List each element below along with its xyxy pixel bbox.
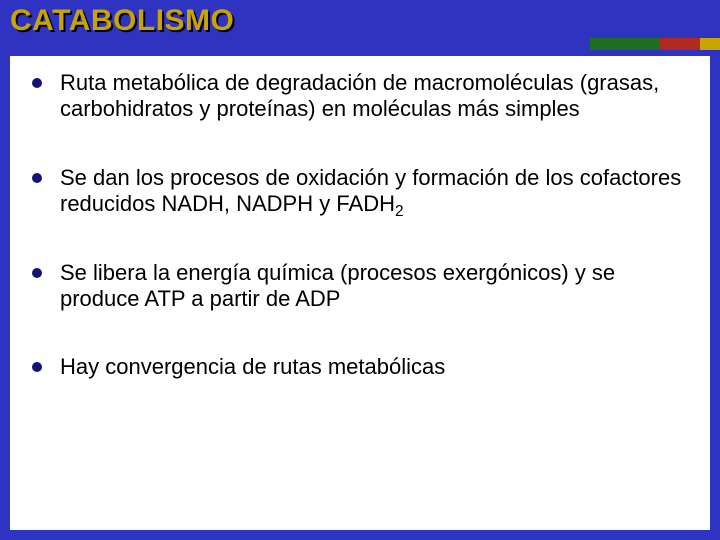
bullet-icon — [32, 78, 42, 88]
list-item: Hay convergencia de rutas metabólicas — [32, 354, 688, 380]
bullet-subscript: 2 — [395, 203, 404, 220]
slide: CATABOLISMO Ruta metabólica de degradaci… — [0, 0, 720, 540]
accent-bars — [590, 38, 720, 50]
slide-title: CATABOLISMO — [10, 4, 234, 38]
bullet-text: Se dan los procesos de oxidación y forma… — [60, 165, 688, 218]
slide-title-text: CATABOLISMO — [10, 4, 234, 37]
bullet-text: Se libera la energía química (procesos e… — [60, 260, 688, 313]
list-item: Ruta metabólica de degradación de macrom… — [32, 70, 688, 123]
list-item: Se libera la energía química (procesos e… — [32, 260, 688, 313]
bullet-text-content: Se libera la energía química (procesos e… — [60, 260, 615, 311]
bullet-text: Ruta metabólica de degradación de macrom… — [60, 70, 688, 123]
bullet-text-content: Hay convergencia de rutas metabólicas — [60, 354, 445, 379]
bullet-icon — [32, 268, 42, 278]
bullet-icon — [32, 173, 42, 183]
list-item: Se dan los procesos de oxidación y forma… — [32, 165, 688, 218]
accent-bar-0 — [590, 38, 660, 50]
body-area: Ruta metabólica de degradación de macrom… — [10, 56, 710, 530]
accent-bar-1 — [660, 38, 700, 50]
accent-bar-2 — [700, 38, 720, 50]
bullet-list: Ruta metabólica de degradación de macrom… — [10, 56, 710, 395]
bullet-text: Hay convergencia de rutas metabólicas — [60, 354, 688, 380]
bullet-text-content: Se dan los procesos de oxidación y forma… — [60, 165, 681, 216]
bullet-icon — [32, 362, 42, 372]
bullet-text-content: Ruta metabólica de degradación de macrom… — [60, 70, 659, 121]
